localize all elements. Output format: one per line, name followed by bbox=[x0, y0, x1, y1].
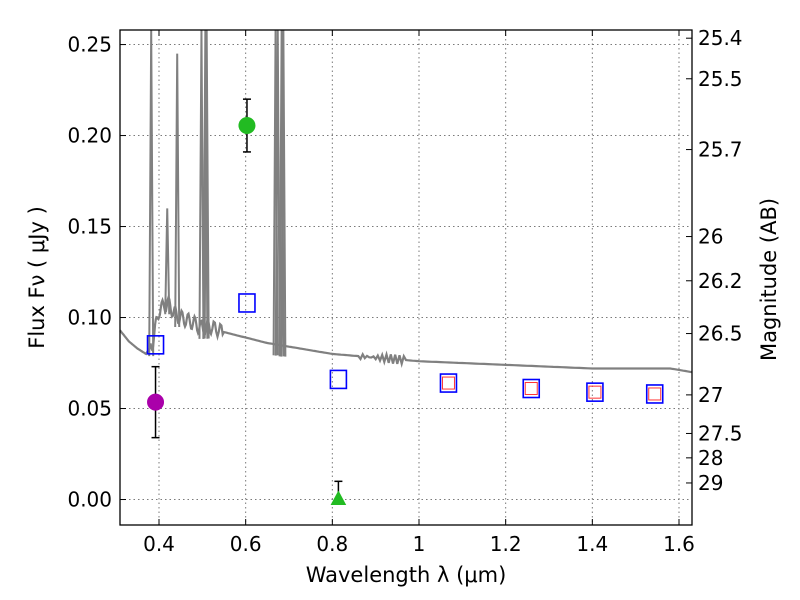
x-tick-label: 1.4 bbox=[576, 532, 608, 556]
data-point-triangle bbox=[330, 490, 347, 506]
y-axis-label: Flux Fν ( μJy ) bbox=[25, 206, 49, 349]
y2-axis-label: Magnitude (AB) bbox=[757, 198, 781, 361]
model-square bbox=[439, 373, 458, 393]
y-tick-label: 0.10 bbox=[67, 306, 112, 330]
mag-tick-label: 25.4 bbox=[698, 26, 743, 50]
y-tick-label: 0.25 bbox=[67, 33, 112, 57]
spectrum-continuum bbox=[119, 293, 693, 374]
x-tick-label: 0.6 bbox=[230, 532, 262, 556]
comparison-square bbox=[648, 387, 662, 401]
model-square bbox=[146, 335, 165, 355]
y-tick-label: 0.00 bbox=[67, 488, 112, 512]
mag-tick-label: 26.2 bbox=[698, 269, 743, 293]
mag-tick-label: 27.5 bbox=[698, 421, 743, 445]
emission-line bbox=[174, 53, 181, 328]
mag-tick-label: 26 bbox=[698, 225, 723, 249]
ticks: 0.4 0.6 0.8 1 1.2 1.4 1.6 0.00 0.05 0.10 0.15 0.20 0… bbox=[67, 26, 742, 556]
mag-tick-label: 29 bbox=[698, 471, 723, 495]
emission-line bbox=[148, 29, 155, 357]
model-square bbox=[329, 369, 348, 390]
x-axis-label: Wavelength λ (μm) bbox=[306, 563, 507, 587]
model-square bbox=[238, 293, 256, 313]
model-square bbox=[645, 384, 664, 404]
mag-tick-label: 26.5 bbox=[698, 322, 743, 346]
model-square bbox=[522, 378, 541, 399]
y-tick-label: 0.20 bbox=[67, 124, 112, 148]
markers bbox=[146, 98, 664, 506]
x-tick-label: 0.4 bbox=[143, 532, 175, 556]
mag-tick-label: 25.5 bbox=[698, 67, 743, 91]
x-tick-label: 1.6 bbox=[663, 532, 695, 556]
data-point-circle bbox=[238, 117, 256, 135]
x-tick-label: 1.2 bbox=[490, 532, 522, 556]
grid bbox=[120, 30, 692, 525]
emission-line bbox=[164, 208, 171, 315]
x-tick-label: 1 bbox=[413, 532, 426, 556]
comparison-square bbox=[588, 385, 602, 399]
data-point-circle bbox=[147, 393, 165, 411]
mag-tick-label: 28 bbox=[698, 446, 723, 470]
comparison-square bbox=[524, 382, 538, 396]
y-tick-label: 0.15 bbox=[67, 215, 112, 239]
x-tick-label: 0.8 bbox=[316, 532, 348, 556]
model-spectrum bbox=[119, 29, 693, 374]
plot-frame bbox=[119, 29, 693, 526]
y-tick-label: 0.05 bbox=[67, 397, 112, 421]
model-square bbox=[586, 382, 604, 402]
mag-tick-label: 27 bbox=[698, 383, 723, 407]
comparison-square bbox=[441, 376, 455, 390]
mag-tick-label: 25.7 bbox=[698, 138, 743, 162]
